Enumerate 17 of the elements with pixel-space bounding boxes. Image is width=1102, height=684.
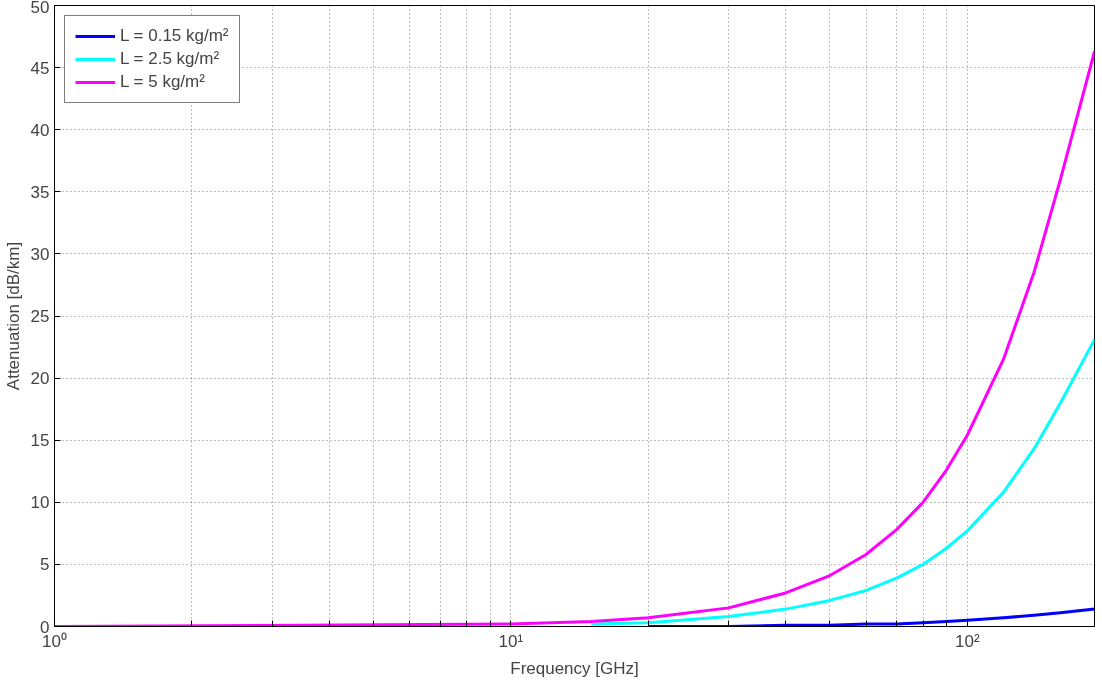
y-tick-label: 15 [30, 431, 50, 451]
y-tick-label: 40 [30, 120, 50, 140]
y-tick-label: 30 [30, 244, 50, 264]
y-tick-label: 5 [40, 555, 50, 575]
y-axis-title: Attenuation [dB/km] [3, 241, 23, 391]
x-tick-label: 10¹ [498, 631, 524, 651]
y-tick-label: 50 [30, 0, 50, 17]
y-tick-label: 20 [30, 369, 50, 389]
y-tick-label: 45 [30, 58, 50, 78]
y-tick-label: 25 [30, 307, 50, 326]
x-tick-label: 10² [954, 631, 980, 651]
legend-label: L = 5 kg/m² [120, 72, 205, 92]
y-tick-label: 10 [30, 493, 50, 513]
legend-label: L = 0.15 kg/m² [120, 26, 229, 46]
legend-label: L = 2.5 kg/m² [120, 49, 220, 69]
y-tick-label: 35 [30, 182, 50, 202]
x-axis-title: Frequency [GHz] [510, 658, 639, 678]
